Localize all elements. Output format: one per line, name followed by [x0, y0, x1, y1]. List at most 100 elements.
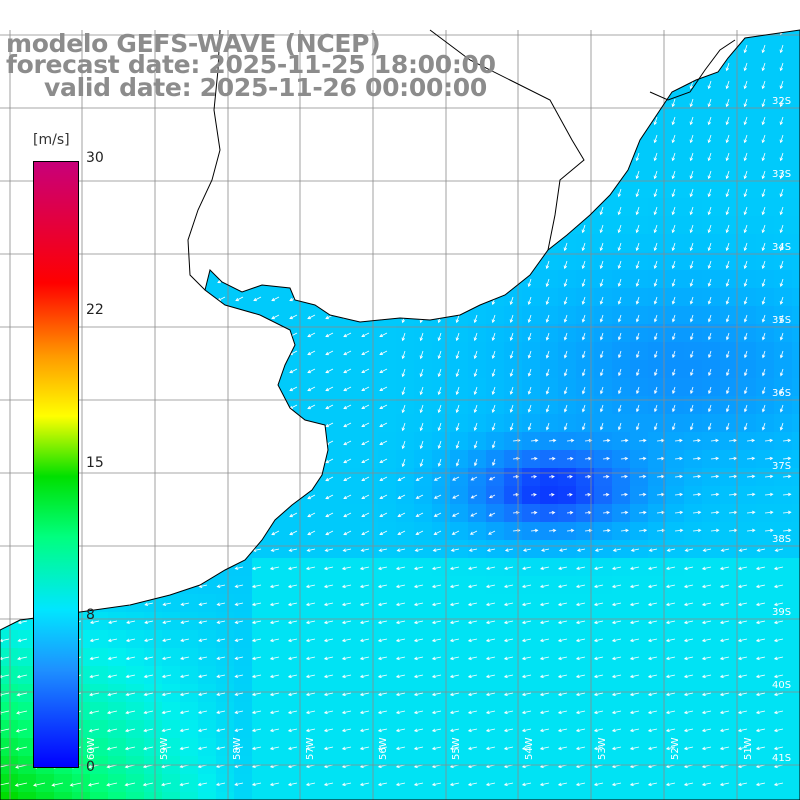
wind-cell [180, 594, 199, 613]
wind-arrow [620, 438, 629, 443]
wind-cell [216, 792, 235, 800]
wind-cell [738, 324, 757, 343]
wind-arrow [343, 350, 352, 356]
longitude-label: 57W [305, 737, 316, 760]
wind-arrow [737, 584, 748, 589]
wind-arrow [617, 386, 622, 395]
wind-cell [252, 684, 271, 703]
wind-cell [180, 630, 199, 649]
wind-arrow [16, 710, 28, 715]
wind-cell [594, 216, 613, 235]
wind-arrow [620, 528, 629, 533]
wind-cell [576, 684, 595, 703]
wind-cell [756, 792, 775, 800]
wind-cell [162, 720, 181, 739]
wind-arrow [377, 602, 388, 607]
wind-arrow [485, 692, 496, 697]
wind-cell [666, 108, 685, 127]
wind-arrow [161, 674, 172, 679]
wind-arrow [503, 728, 514, 733]
wind-cell [252, 774, 271, 793]
wind-cell [666, 342, 685, 361]
wind-arrow [180, 656, 190, 661]
wind-cell [108, 702, 127, 721]
wind-arrow [305, 692, 316, 697]
wind-cell [540, 522, 559, 541]
wind-arrow [725, 278, 730, 287]
wind-arrow [593, 638, 604, 643]
wind-arrow [234, 782, 244, 786]
wind-arrow [69, 782, 82, 787]
wind-cell [648, 216, 667, 235]
wind-cell [720, 360, 739, 379]
wind-arrow [743, 134, 748, 144]
wind-arrow [737, 746, 748, 751]
wind-cell [666, 702, 685, 721]
wind-cell [252, 594, 271, 613]
wind-arrow [710, 492, 720, 497]
wind-cell [504, 378, 523, 397]
wind-arrow [234, 746, 244, 750]
wind-cell [666, 648, 685, 667]
wind-cell [792, 378, 800, 397]
wind-arrow [289, 530, 298, 536]
wind-arrow [689, 314, 694, 323]
wind-cell [792, 504, 800, 523]
wind-cell [720, 72, 739, 91]
wind-arrow [216, 602, 226, 606]
colorbar-tick: 8 [86, 607, 95, 623]
wind-arrow [683, 728, 694, 733]
wind-arrow [415, 476, 424, 481]
wind-cell [558, 468, 577, 487]
wind-cell [450, 774, 469, 793]
wind-cell [126, 756, 145, 775]
wind-arrow [270, 548, 280, 552]
wind-arrow [431, 728, 442, 733]
wind-arrow [689, 242, 694, 252]
wind-arrow [761, 404, 766, 413]
wind-arrow [361, 494, 370, 500]
wind-arrow [0, 746, 10, 751]
wind-cell [612, 486, 631, 505]
wind-arrow [289, 386, 298, 392]
wind-cell [0, 792, 19, 800]
wind-arrow [509, 296, 514, 306]
wind-cell [306, 558, 325, 577]
wind-arrow [725, 422, 730, 431]
wind-cell [792, 396, 800, 415]
wind-arrow [0, 656, 10, 661]
wind-arrow [743, 404, 748, 413]
wind-cell [432, 522, 451, 541]
wind-arrow [307, 350, 316, 356]
wind-arrow [431, 710, 442, 715]
wind-arrow [611, 638, 622, 643]
wind-arrow [773, 674, 784, 679]
wind-arrow [689, 332, 694, 341]
wind-cell [792, 684, 800, 703]
wind-arrow [449, 584, 460, 589]
wind-arrow [378, 548, 388, 552]
wind-arrow [764, 474, 774, 479]
wind-cell [648, 432, 667, 451]
wind-arrow [449, 566, 460, 571]
wind-cell [576, 630, 595, 649]
wind-cell [396, 612, 415, 631]
wind-cell [774, 558, 793, 577]
wind-cell [0, 738, 19, 757]
wind-cell [450, 576, 469, 595]
wind-arrow [617, 278, 622, 287]
wind-arrow [566, 528, 575, 533]
wind-arrow [269, 710, 280, 715]
wind-cell [0, 630, 19, 649]
wind-cell [630, 252, 649, 271]
wind-arrow [455, 422, 460, 432]
latitude-label: 32S [772, 96, 791, 107]
wind-arrow [361, 404, 370, 410]
wind-cell [702, 756, 721, 775]
wind-arrow [692, 492, 702, 497]
wind-cell [630, 756, 649, 775]
wind-arrow [379, 368, 388, 374]
wind-arrow [779, 350, 784, 359]
wind-arrow [653, 314, 658, 323]
wind-arrow [401, 440, 406, 450]
